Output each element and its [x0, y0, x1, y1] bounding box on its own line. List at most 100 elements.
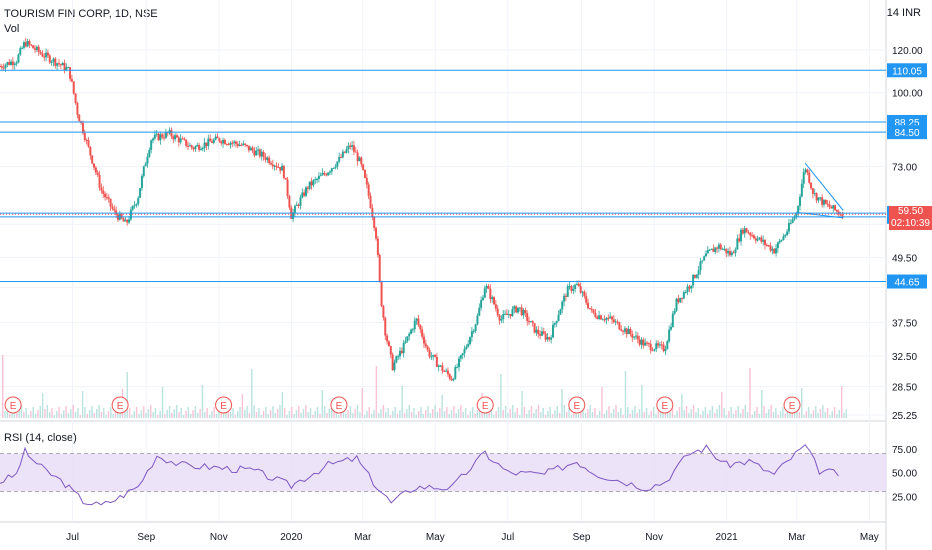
volume-bar [286, 415, 288, 418]
candle-body [222, 139, 225, 144]
volume-bar [293, 414, 295, 418]
candle-body [34, 48, 37, 50]
candle-body [286, 179, 289, 197]
volume-bar [425, 410, 427, 418]
candle-body [10, 61, 13, 65]
candle-body [220, 141, 223, 144]
candle-body [771, 248, 774, 251]
volume-bar [441, 395, 443, 418]
volume-bar [300, 413, 302, 418]
candle-body [552, 324, 555, 338]
candle-body [476, 315, 479, 325]
volume-bar [488, 412, 490, 418]
candle-body [264, 156, 267, 160]
volume-bar [6, 407, 9, 418]
candle-body [559, 309, 562, 315]
candle-body [784, 234, 787, 237]
candle-body [822, 199, 825, 205]
candle-body [465, 346, 468, 349]
candle-body [817, 197, 820, 201]
candle-body [609, 316, 612, 318]
candle-body [297, 204, 300, 206]
volume-bar [500, 374, 502, 418]
volume-bar [533, 413, 535, 418]
candle-body [594, 312, 597, 317]
candle-body [699, 261, 702, 271]
volume-bar [648, 415, 650, 418]
candle-body [457, 358, 460, 367]
volume-bar [765, 413, 768, 418]
volume-bar [154, 408, 157, 418]
volume-bar [307, 412, 309, 418]
candle-body [212, 139, 215, 143]
candle-body [352, 145, 355, 152]
candle-body [336, 161, 339, 167]
candle-body [163, 137, 166, 139]
candle-body [395, 356, 398, 363]
candle-body [625, 328, 628, 335]
volume-bar [446, 407, 448, 418]
candle-body [806, 169, 809, 173]
candle-body [526, 313, 529, 321]
time-tick-label: May [860, 532, 879, 543]
candle-body [703, 256, 706, 261]
candle-body [257, 149, 260, 151]
candle-body [446, 370, 449, 375]
volume-bar [58, 407, 60, 418]
candle-body [531, 321, 534, 324]
candle-body [151, 138, 154, 141]
volume-bar [41, 393, 44, 418]
volume-bar [455, 413, 457, 418]
rsi-band [0, 453, 886, 492]
candle-body [56, 63, 59, 66]
candle-body [72, 81, 75, 94]
volume-bar [775, 408, 777, 418]
candle-body [74, 93, 77, 104]
candle-body [524, 310, 527, 314]
candle-body [316, 178, 319, 180]
candle-body [268, 157, 271, 164]
volume-bar [246, 406, 248, 418]
volume-bar [516, 408, 519, 418]
candle-body [67, 67, 70, 69]
volume-bar [107, 411, 110, 418]
candle-body [233, 141, 236, 143]
candle-body [505, 313, 508, 315]
candle-body [751, 235, 754, 237]
candle-body [791, 219, 794, 223]
last-price-badge: 59.50 02:10:39 [889, 206, 932, 230]
volume-bar [692, 405, 695, 418]
volume-bar [342, 407, 345, 418]
candle-body [800, 183, 803, 197]
volume-bar [44, 409, 46, 418]
currency-label[interactable]: 14 INR [886, 7, 921, 19]
candle-body [231, 142, 234, 144]
candle-body [188, 145, 191, 147]
volume-bar [768, 409, 770, 418]
volume-bar [81, 391, 84, 418]
candle-body [647, 343, 650, 345]
candle-body [485, 285, 488, 289]
volume-bar [331, 405, 333, 418]
volume-bar [208, 415, 211, 418]
volume-bar [735, 410, 737, 418]
candle-body [187, 146, 190, 148]
pattern-upper-line [804, 162, 844, 211]
candle-body [640, 339, 643, 345]
candle-body [738, 238, 741, 242]
candle-body [730, 252, 733, 256]
volume-bar [222, 413, 225, 418]
candle-body [533, 323, 536, 333]
candle-body [45, 52, 48, 58]
volume-bar [681, 394, 683, 418]
volume-bar [845, 409, 848, 418]
candle-body [649, 343, 652, 351]
candle-body [93, 163, 96, 168]
volume-bar [603, 414, 605, 418]
volume-bar [568, 408, 570, 418]
volume-bar [352, 413, 354, 418]
volume-bar [194, 406, 197, 418]
candle-body [599, 315, 602, 320]
volume-bar [187, 407, 190, 418]
